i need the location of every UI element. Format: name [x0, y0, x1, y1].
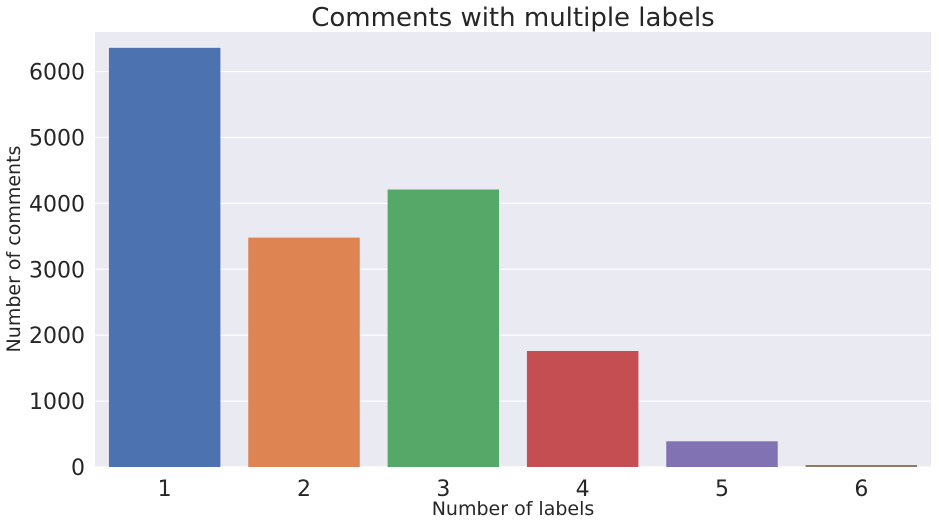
x-tick-label: 3 — [436, 477, 450, 502]
bars — [108, 47, 918, 468]
chart-title: Comments with multiple labels — [311, 3, 714, 33]
y-tick-labels: 0 1000 2000 3000 4000 5000 6000 — [29, 61, 85, 481]
y-axis-label: Number of comments — [3, 146, 25, 353]
bar-3 — [387, 189, 500, 468]
bar-5 — [666, 441, 778, 467]
bar-1 — [108, 47, 221, 468]
y-tick-label: 5000 — [29, 126, 85, 151]
y-tick-label: 4000 — [29, 192, 85, 217]
x-tick-label: 1 — [158, 477, 172, 502]
y-tick-label: 0 — [71, 456, 85, 481]
plot-background — [95, 32, 931, 467]
bar-2 — [248, 237, 360, 467]
x-tick-label: 6 — [854, 477, 868, 502]
grid-lines — [95, 70, 931, 468]
y-tick-label: 3000 — [29, 258, 85, 283]
x-axis-label: Number of labels — [432, 498, 595, 520]
y-tick-label: 6000 — [29, 61, 85, 86]
x-tick-labels: 1 2 3 4 5 6 — [158, 477, 869, 502]
x-tick-label: 2 — [297, 477, 311, 502]
bar-4 — [526, 351, 639, 467]
y-tick-label: 1000 — [29, 390, 85, 415]
y-tick-label: 2000 — [29, 324, 85, 349]
x-tick-label: 4 — [576, 477, 590, 502]
x-tick-label: 5 — [715, 477, 729, 502]
bar-6 — [805, 465, 918, 467]
